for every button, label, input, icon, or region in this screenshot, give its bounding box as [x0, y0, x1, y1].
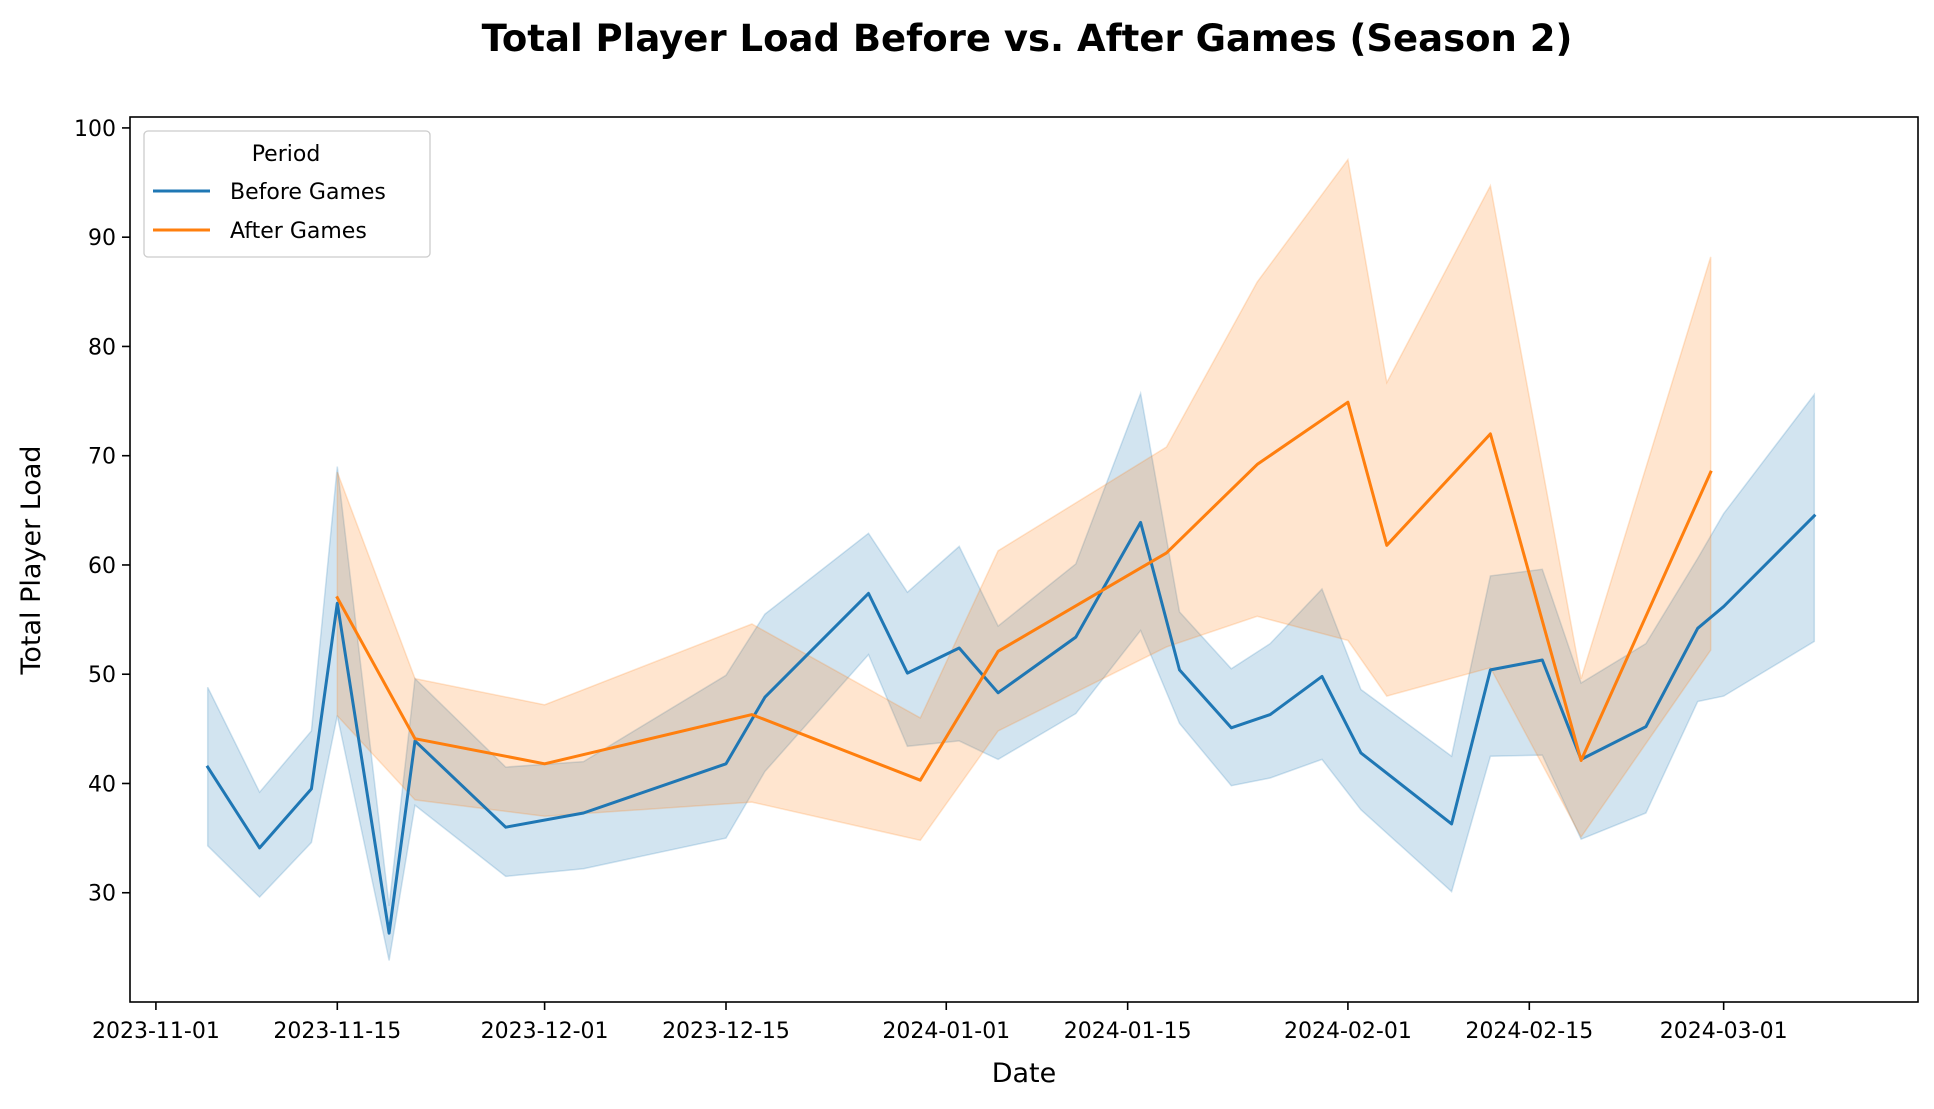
band-0	[206, 390, 1816, 961]
series-line-1	[335, 400, 1713, 782]
x-tick-label-4: 2024-01-01	[882, 1019, 1010, 1044]
x-tick-label-6: 2024-02-01	[1284, 1019, 1412, 1044]
y-tick-label-3: 60	[88, 554, 116, 579]
legend-title: Period	[252, 142, 321, 167]
y-tick-label-5: 80	[88, 335, 116, 360]
x-tick-label-7: 2024-02-15	[1465, 1019, 1593, 1044]
plot-area	[129, 116, 1919, 1003]
x-tick-label-1: 2023-11-15	[273, 1019, 401, 1044]
x-tick-label-5: 2024-01-15	[1064, 1019, 1192, 1044]
y-tick-label-2: 50	[88, 663, 116, 688]
y-axis-label: Total Player Load	[16, 445, 47, 675]
x-tick-label-8: 2024-03-01	[1660, 1019, 1788, 1044]
x-axis-label: Date	[992, 1058, 1057, 1089]
legend-label-1: After Games	[230, 219, 367, 244]
chart-title: Total Player Load Before vs. After Games…	[482, 17, 1573, 60]
x-tick-label-0: 2023-11-01	[92, 1019, 220, 1044]
x-axis: 2023-11-01 2023-11-15 2023-12-01 2023-12-15…	[92, 1002, 1788, 1044]
legend: Period Before Games After Games	[143, 130, 431, 258]
y-tick-label-0: 30	[88, 882, 116, 907]
legend-box	[143, 130, 431, 258]
y-tick-label-7: 100	[74, 117, 116, 142]
y-tick-label-6: 90	[88, 226, 116, 251]
band-1	[336, 157, 1712, 842]
plot-frame	[129, 116, 1919, 1003]
confidence-bands	[206, 157, 1816, 961]
y-axis: 30 40 50 60 70 80 90 100	[74, 117, 130, 907]
series-line-0	[205, 513, 1817, 935]
y-tick-label-1: 40	[88, 772, 116, 797]
series-lines	[205, 400, 1817, 935]
y-tick-label-4: 70	[88, 445, 116, 470]
x-tick-label-2: 2023-12-01	[481, 1019, 609, 1044]
legend-label-0: Before Games	[230, 180, 386, 205]
x-tick-label-3: 2023-12-15	[662, 1019, 790, 1044]
